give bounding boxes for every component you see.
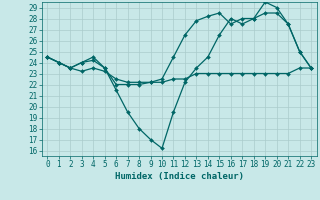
X-axis label: Humidex (Indice chaleur): Humidex (Indice chaleur) — [115, 172, 244, 181]
